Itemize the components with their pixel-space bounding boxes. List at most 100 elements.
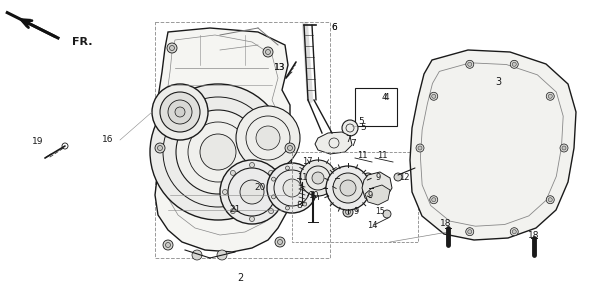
Circle shape [340, 180, 356, 196]
Circle shape [268, 209, 274, 214]
Text: 9: 9 [368, 191, 373, 200]
Circle shape [222, 190, 228, 194]
Text: 17: 17 [301, 157, 312, 166]
Circle shape [512, 230, 516, 234]
Circle shape [167, 43, 177, 53]
Circle shape [240, 180, 264, 204]
Circle shape [268, 170, 274, 175]
Circle shape [220, 160, 284, 224]
Text: 8: 8 [296, 201, 302, 210]
Circle shape [176, 110, 260, 194]
Circle shape [169, 45, 175, 51]
Circle shape [267, 163, 317, 213]
Text: 13: 13 [274, 64, 286, 73]
Circle shape [365, 175, 371, 181]
Circle shape [275, 237, 285, 247]
Circle shape [266, 49, 270, 54]
Circle shape [217, 250, 227, 260]
Text: 5: 5 [360, 123, 366, 132]
Polygon shape [155, 28, 295, 252]
Circle shape [432, 198, 436, 202]
Polygon shape [315, 132, 352, 154]
Circle shape [310, 186, 314, 190]
Polygon shape [410, 50, 576, 240]
Circle shape [333, 173, 363, 203]
Circle shape [192, 250, 202, 260]
Circle shape [277, 190, 281, 194]
Circle shape [510, 60, 518, 68]
Circle shape [163, 240, 173, 250]
Circle shape [432, 94, 436, 98]
Text: 11: 11 [297, 173, 307, 182]
Text: FR.: FR. [72, 37, 93, 47]
Circle shape [355, 191, 365, 201]
Circle shape [430, 92, 438, 100]
Circle shape [287, 145, 293, 150]
Circle shape [286, 206, 290, 210]
Circle shape [342, 120, 358, 136]
Circle shape [271, 177, 276, 181]
Circle shape [277, 240, 283, 244]
Circle shape [303, 170, 307, 174]
Text: 20: 20 [254, 184, 266, 193]
Circle shape [466, 228, 474, 236]
Circle shape [158, 145, 162, 150]
Circle shape [346, 209, 350, 215]
Circle shape [512, 62, 516, 66]
Circle shape [256, 126, 280, 150]
Text: 19: 19 [32, 138, 44, 147]
Circle shape [326, 166, 370, 210]
Circle shape [466, 60, 474, 68]
Circle shape [231, 170, 235, 175]
Circle shape [303, 202, 307, 206]
Circle shape [394, 173, 402, 181]
Circle shape [363, 173, 373, 183]
Circle shape [168, 100, 192, 124]
Circle shape [358, 194, 362, 198]
Text: 6: 6 [331, 23, 337, 33]
Circle shape [546, 92, 554, 100]
Text: 21: 21 [230, 206, 241, 215]
Circle shape [236, 106, 300, 170]
Circle shape [343, 207, 353, 217]
Text: 3: 3 [495, 77, 501, 87]
Circle shape [312, 172, 324, 184]
Text: 18: 18 [440, 219, 452, 228]
Circle shape [150, 84, 286, 220]
Text: 7: 7 [345, 135, 351, 144]
Circle shape [283, 179, 301, 197]
Circle shape [548, 94, 552, 98]
Circle shape [468, 62, 472, 66]
Circle shape [418, 146, 422, 150]
Circle shape [175, 107, 185, 117]
Circle shape [468, 230, 472, 234]
Circle shape [430, 196, 438, 204]
Circle shape [152, 84, 208, 140]
Text: 11: 11 [357, 150, 367, 160]
Text: 14: 14 [367, 221, 377, 229]
Text: 13: 13 [274, 64, 286, 73]
Circle shape [416, 144, 424, 152]
Circle shape [546, 196, 554, 204]
Circle shape [560, 144, 568, 152]
Circle shape [285, 143, 295, 153]
Circle shape [231, 209, 235, 214]
Text: 2: 2 [237, 273, 243, 283]
Circle shape [250, 163, 254, 167]
Circle shape [383, 210, 391, 218]
Text: 4: 4 [384, 94, 389, 103]
Circle shape [166, 243, 171, 247]
Text: 9: 9 [375, 173, 381, 182]
Circle shape [300, 160, 336, 196]
Circle shape [160, 92, 200, 132]
Circle shape [271, 195, 276, 199]
Text: 5: 5 [358, 117, 364, 126]
Text: 9: 9 [353, 207, 359, 216]
Circle shape [562, 146, 566, 150]
Text: 15: 15 [375, 207, 385, 216]
Circle shape [510, 228, 518, 236]
Circle shape [286, 166, 290, 170]
Polygon shape [18, 18, 31, 28]
Text: 11: 11 [377, 150, 387, 160]
Text: 18: 18 [528, 231, 540, 240]
